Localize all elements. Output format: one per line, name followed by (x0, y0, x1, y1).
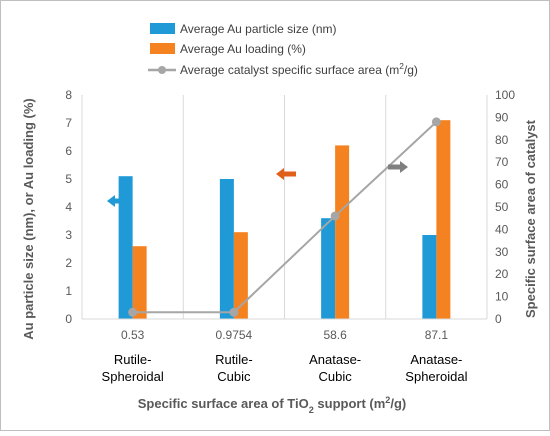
legend-label-0: Average Au particle size (nm) (180, 22, 337, 36)
legend-label-1: Average Au loading (%) (180, 42, 306, 56)
line-point-3 (431, 117, 441, 127)
y-left-tick-label: 5 (65, 172, 72, 186)
bar-particle-size-3 (422, 235, 437, 319)
category-name-line1: Anatase- (309, 352, 361, 367)
annotation-arrows (107, 161, 408, 207)
line-point-1 (229, 307, 239, 317)
bar-loading-0 (132, 246, 147, 319)
y-right-tick-label: 60 (495, 178, 509, 192)
y-right-tick-label: 70 (495, 155, 509, 169)
line-surface-area (132, 121, 438, 314)
category-name-line1: Anatase- (410, 352, 462, 367)
category-name-line2: Spheroidal (405, 369, 467, 384)
x-tick-label: 0.9754 (216, 328, 253, 342)
y-left-tick-label: 6 (65, 144, 72, 158)
x-axis-title: Specific surface area of TiO2 support (m… (138, 395, 407, 415)
y-right-tick-label: 20 (495, 267, 509, 281)
x-tick-label: 0.53 (121, 328, 145, 342)
y-left-tick-label: 0 (65, 312, 72, 326)
legend-swatch-0 (150, 23, 175, 34)
arrow-left-orange (276, 168, 296, 180)
y-right-tick-label: 90 (495, 110, 509, 124)
bar-particle-size-1 (219, 179, 234, 319)
bar-loading-3 (436, 120, 451, 319)
y-left-axis-title: Au particle size (nm), or Au loading (%) (21, 98, 36, 339)
legend-swatch-1 (150, 43, 175, 54)
gridlines (81, 95, 488, 319)
bar-loading-1 (233, 232, 248, 319)
bar-particle-size-2 (321, 218, 336, 319)
y-right-tick-label: 10 (495, 290, 509, 304)
category-name-line2: Spheroidal (102, 369, 164, 384)
bar-particle-size-0 (118, 176, 133, 319)
bars-group (118, 120, 451, 319)
legend: Average Au particle size (nm) Average Au … (148, 22, 418, 77)
arrow-left-blue (107, 195, 127, 207)
y-right-tick-label: 80 (495, 133, 509, 147)
category-name-line2: Cubic (217, 369, 251, 384)
arrow-right-gray (388, 161, 408, 173)
y-right-tick-label: 30 (495, 245, 509, 259)
legend-label-2: Average catalyst specific surface area (… (180, 61, 418, 77)
y-left-tick-label: 8 (65, 88, 72, 102)
y-left-tick-label: 2 (65, 256, 72, 270)
line-series-group (128, 117, 441, 317)
y-left-tick-label: 1 (65, 284, 72, 298)
x-tick-label: 58.6 (323, 328, 347, 342)
y-right-axis-title: Specific surface area of catalyst (523, 119, 538, 318)
category-name-line1: Rutile- (215, 352, 253, 367)
y-right-tick-label: 100 (495, 88, 515, 102)
y-left-tick-label: 3 (65, 228, 72, 242)
category-name-line2: Cubic (319, 369, 353, 384)
line-point-0 (128, 307, 138, 317)
y-left-tick-label: 7 (65, 116, 72, 130)
legend-marker-2 (158, 66, 166, 74)
category-name-line1: Rutile- (114, 352, 152, 367)
bar-loading-2 (335, 145, 350, 319)
y-right-tick-label: 50 (495, 200, 509, 214)
x-tick-label: 87.1 (425, 328, 449, 342)
axes-group: 01234567801020304050607080901000.53Rutil… (21, 88, 538, 415)
y-left-tick-label: 4 (65, 200, 72, 214)
line-point-2 (330, 211, 340, 221)
y-right-tick-label: 40 (495, 222, 509, 236)
y-right-tick-label: 0 (495, 312, 502, 326)
